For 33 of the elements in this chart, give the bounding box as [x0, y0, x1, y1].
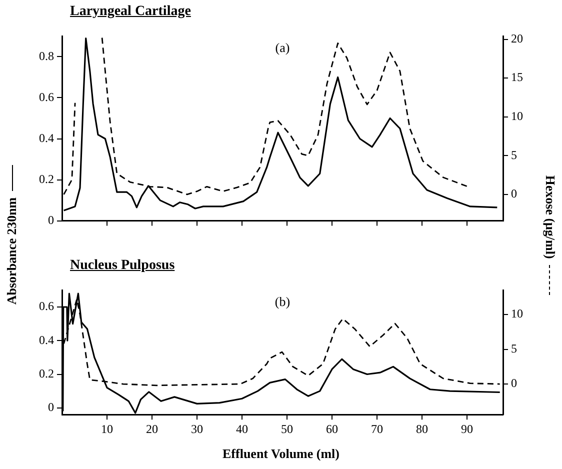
- y-tick-label: 0.8: [39, 48, 54, 63]
- annotation: (a): [275, 40, 290, 56]
- x-tick-label: 70: [371, 422, 383, 436]
- y-tick-label: 0.2: [39, 366, 54, 380]
- y2-tick-label: 15: [511, 70, 523, 84]
- x-tick-label: 40: [236, 422, 248, 436]
- y2-tick-label: 0: [511, 186, 517, 201]
- y-tick-label: 0.4: [39, 332, 54, 347]
- y2-tick-label: 5: [511, 341, 517, 356]
- y-tick-label: 0: [48, 400, 54, 414]
- y-tick-label: 0.2: [39, 172, 54, 186]
- y-tick-label: 0.6: [39, 299, 54, 314]
- x-axis-title: Effluent Volume (ml): [222, 446, 340, 462]
- x-tick-label: 20: [146, 422, 158, 436]
- y-tick-label: 0.6: [39, 90, 54, 104]
- y2-tick-label: 0: [511, 376, 517, 390]
- chart-title: Nucleus Pulposus: [70, 258, 175, 274]
- x-tick-label: 30: [191, 422, 203, 436]
- x-tick-label: 10: [101, 422, 113, 436]
- y2-tick-label: 5: [511, 148, 517, 162]
- y-tick-label: 0: [48, 212, 54, 227]
- y2-axis-title: Hexose (μg/ml): [542, 175, 558, 259]
- chart-title: Laryngeal Cartilage: [70, 4, 191, 20]
- x-tick-label: 50: [281, 422, 293, 436]
- y2-tick-label: 10: [511, 306, 523, 321]
- x-tick-label: 80: [416, 422, 428, 436]
- annotation: (b): [274, 294, 290, 310]
- y2-tick-label: 10: [511, 109, 523, 124]
- x-tick-label: 90: [461, 422, 473, 436]
- y2-tick-label: 20: [511, 31, 523, 46]
- y-tick-label: 0.4: [39, 130, 54, 145]
- y-axis-title: Absorbance 230nm: [4, 197, 20, 305]
- x-tick-label: 60: [326, 422, 338, 436]
